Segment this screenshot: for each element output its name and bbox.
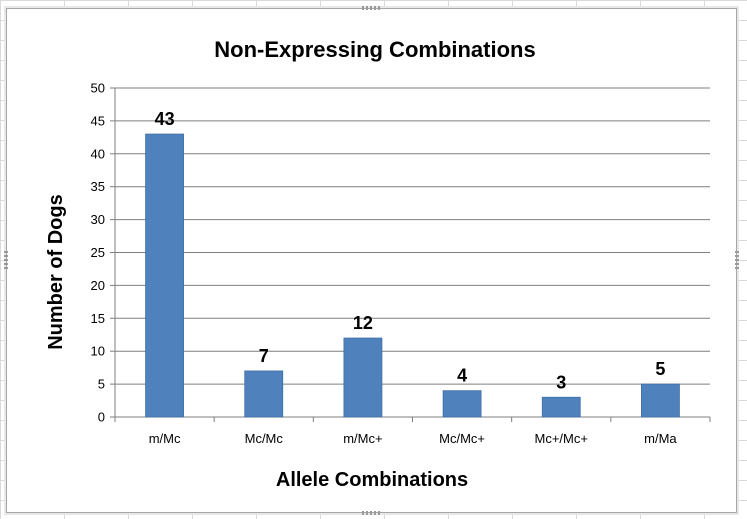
- x-tick-label: Mc+/Mc+: [535, 431, 588, 446]
- y-tick-label: 50: [91, 81, 105, 96]
- data-label: 7: [259, 346, 269, 366]
- data-label: 43: [155, 109, 175, 129]
- y-tick-label: 30: [91, 212, 105, 227]
- y-tick-label: 45: [91, 113, 105, 128]
- y-tick-label: 5: [98, 377, 105, 392]
- y-tick-label: 20: [91, 278, 105, 293]
- resize-handle-bottom[interactable]: [362, 511, 380, 515]
- data-label: 3: [556, 372, 566, 392]
- data-label: 5: [655, 359, 665, 379]
- x-tick-label: Mc/Mc: [245, 431, 284, 446]
- chart-title: Non-Expressing Combinations: [214, 37, 535, 62]
- x-tick-label: m/Mc: [149, 431, 181, 446]
- resize-handle-top[interactable]: [362, 6, 380, 10]
- x-tick-label: Mc/Mc+: [439, 431, 485, 446]
- bar-m/Mc: [145, 133, 184, 418]
- bar-m/Ma: [641, 383, 680, 418]
- y-tick-label: 10: [91, 344, 105, 359]
- x-tick-label: m/Mc+: [343, 431, 382, 446]
- y-axis-ticks: 0 5 10 15 20 25 30 35 40 45 50: [91, 81, 105, 425]
- x-tick-label: m/Ma: [644, 431, 677, 446]
- resize-handle-right[interactable]: [735, 251, 739, 269]
- y-axis-title: Number of Dogs: [45, 194, 67, 350]
- y-tick-label: 35: [91, 179, 105, 194]
- chart-container[interactable]: [4, 6, 739, 515]
- y-tick-label: 40: [91, 146, 105, 161]
- data-label: 4: [457, 366, 467, 386]
- bar-Mc/Mc+: [442, 390, 482, 418]
- bar-Mc+/Mc+: [541, 396, 581, 418]
- y-tick-label: 15: [91, 311, 105, 326]
- x-axis-ticks: m/Mc Mc/Mc m/Mc+ Mc/Mc+ Mc+/Mc+ m/Ma: [149, 431, 678, 446]
- x-axis-title: Allele Combinations: [276, 469, 468, 491]
- gridlines: [110, 87, 711, 422]
- y-tick-label: 0: [98, 410, 105, 425]
- bar-Mc/Mc: [244, 370, 284, 418]
- bar-m/Mc+: [343, 337, 383, 418]
- resize-handle-left[interactable]: [4, 251, 8, 269]
- data-label: 12: [353, 313, 373, 333]
- y-tick-label: 25: [91, 245, 105, 260]
